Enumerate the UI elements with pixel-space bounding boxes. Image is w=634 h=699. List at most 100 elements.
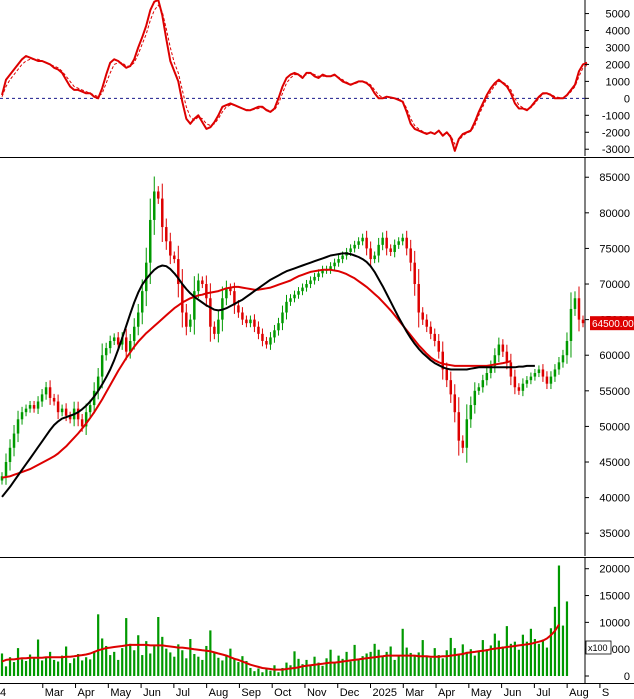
volume-bar xyxy=(93,651,96,676)
price-candle-body xyxy=(68,415,72,420)
price-candle-body xyxy=(333,262,336,267)
volume-bar xyxy=(197,656,200,676)
price-candle-body xyxy=(469,405,473,420)
x-axis-tick-label: 4 xyxy=(0,687,6,699)
volume-unit-label: x100 xyxy=(588,643,608,653)
volume-bar xyxy=(97,614,100,676)
volume-bar xyxy=(28,654,32,676)
price-candle-body xyxy=(421,312,424,320)
volume-bar xyxy=(481,640,484,676)
price-candle-body xyxy=(96,376,100,391)
volume-bar xyxy=(201,659,204,676)
price-candle-body xyxy=(509,362,513,377)
volume-bar xyxy=(305,659,308,676)
volume-bar xyxy=(537,643,541,676)
volume-bar xyxy=(349,661,352,676)
volume-bar xyxy=(301,664,304,676)
volume-bar xyxy=(205,645,208,676)
price-candle-body xyxy=(153,191,156,220)
volume-bar xyxy=(89,659,92,676)
price-candle-body xyxy=(24,408,28,413)
price-candle-body xyxy=(453,394,457,413)
volume-bar xyxy=(545,647,549,676)
volume-bar xyxy=(473,655,476,676)
price-candle-body xyxy=(76,408,80,420)
price-candle-body xyxy=(537,369,541,374)
price-candle-body xyxy=(437,340,440,352)
last-price-tag: 64500.00 xyxy=(590,316,634,331)
x-axis-tick-label: Oct xyxy=(274,687,291,699)
volume-bar xyxy=(429,657,432,676)
x-axis-tick-label: Apr xyxy=(78,687,95,699)
volume-bar xyxy=(56,661,60,676)
price-candle-body xyxy=(309,280,312,285)
volume-bar xyxy=(145,641,148,676)
price-candle-body xyxy=(281,312,284,324)
price-candle-body xyxy=(481,380,485,388)
volume-bar xyxy=(505,626,508,676)
price-candle-body xyxy=(553,369,557,377)
x-axis-tick-label: Dec xyxy=(340,687,360,699)
volume-bar xyxy=(517,649,520,676)
price-candle-body xyxy=(461,440,465,448)
price-candle-body xyxy=(36,401,40,409)
volume-bar xyxy=(233,658,236,676)
volume-bar xyxy=(413,655,416,676)
volume-bar xyxy=(253,671,256,676)
price-candle-body xyxy=(249,319,252,324)
price-candle-body xyxy=(365,237,368,249)
price-candle-body xyxy=(493,355,497,366)
volume-bar xyxy=(313,656,316,676)
price-candle-body xyxy=(157,191,160,199)
volume-bar xyxy=(121,648,124,676)
volume-bar xyxy=(52,659,56,676)
price-ticks: 8500080000750007000065000600005500050000… xyxy=(585,172,630,540)
volume-ma-line xyxy=(1,623,560,671)
x-axis-tick-label: Jul xyxy=(536,687,550,699)
volume-bar xyxy=(0,653,4,676)
volume-bar xyxy=(525,641,529,676)
volume-bar xyxy=(16,648,20,676)
price-candle-body xyxy=(377,244,380,256)
price-candle-body xyxy=(80,419,84,427)
price-candle-body xyxy=(32,405,36,409)
price-candle-body xyxy=(261,333,264,341)
volume-bar xyxy=(337,655,340,676)
volume-bar xyxy=(385,651,388,676)
price-candle-body xyxy=(233,291,236,306)
price-candle-body xyxy=(465,419,469,448)
price-candle-body xyxy=(265,340,268,345)
volume-bar xyxy=(277,672,280,676)
volume-bar xyxy=(193,654,196,676)
volume-bar xyxy=(24,660,28,676)
price-candle-body xyxy=(64,408,68,416)
price-candle-body xyxy=(357,241,360,245)
price-candle-body xyxy=(413,262,416,285)
price-candle-body xyxy=(565,340,569,356)
volume-bar xyxy=(397,656,400,676)
volume-bar xyxy=(357,659,360,676)
volume-bar xyxy=(409,652,412,676)
volume-bar xyxy=(381,656,384,676)
volume-bar xyxy=(325,658,328,676)
price-candle-body xyxy=(124,337,128,352)
volume-bar xyxy=(549,628,553,676)
price-candle-body xyxy=(84,412,88,427)
volume-bar xyxy=(465,651,468,676)
volume-bar xyxy=(249,667,252,676)
price-candle-body xyxy=(381,237,384,245)
x-axis-tick-label: May xyxy=(110,687,131,699)
volume-bar xyxy=(81,660,84,676)
volume-bar xyxy=(4,666,8,676)
volume-bar xyxy=(345,651,348,676)
price-candle-body xyxy=(393,244,396,252)
volume-tick-label: 5000 xyxy=(606,644,630,656)
price-candle-body xyxy=(557,362,561,370)
volume-bar xyxy=(457,654,460,676)
oscillator-tick-label: 3000 xyxy=(606,42,630,54)
x-axis-tick-label: Nov xyxy=(307,687,327,699)
volume-bar xyxy=(221,660,224,676)
price-candle-body xyxy=(397,241,400,245)
price-candle-body xyxy=(112,337,116,341)
volume-bar xyxy=(393,659,396,676)
